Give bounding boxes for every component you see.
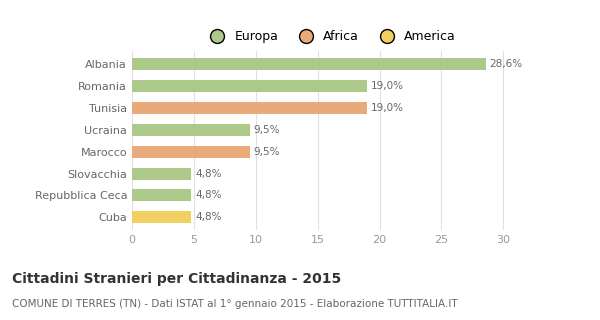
- Text: 9,5%: 9,5%: [253, 147, 280, 157]
- Bar: [132, 168, 191, 180]
- Bar: [132, 102, 367, 114]
- Text: 4,8%: 4,8%: [195, 169, 221, 179]
- Bar: [132, 146, 250, 158]
- Text: 28,6%: 28,6%: [490, 59, 523, 69]
- Text: 19,0%: 19,0%: [371, 81, 404, 91]
- Text: Cittadini Stranieri per Cittadinanza - 2015: Cittadini Stranieri per Cittadinanza - 2…: [12, 272, 341, 286]
- Text: 4,8%: 4,8%: [195, 190, 221, 200]
- Text: 4,8%: 4,8%: [195, 212, 221, 222]
- Bar: [132, 189, 191, 202]
- Bar: [132, 211, 191, 223]
- Legend: Europa, Africa, America: Europa, Africa, America: [199, 25, 461, 48]
- Bar: [132, 58, 486, 70]
- Bar: [132, 124, 250, 136]
- Text: 9,5%: 9,5%: [253, 125, 280, 135]
- Bar: [132, 80, 367, 92]
- Text: COMUNE DI TERRES (TN) - Dati ISTAT al 1° gennaio 2015 - Elaborazione TUTTITALIA.: COMUNE DI TERRES (TN) - Dati ISTAT al 1°…: [12, 299, 458, 309]
- Text: 19,0%: 19,0%: [371, 103, 404, 113]
